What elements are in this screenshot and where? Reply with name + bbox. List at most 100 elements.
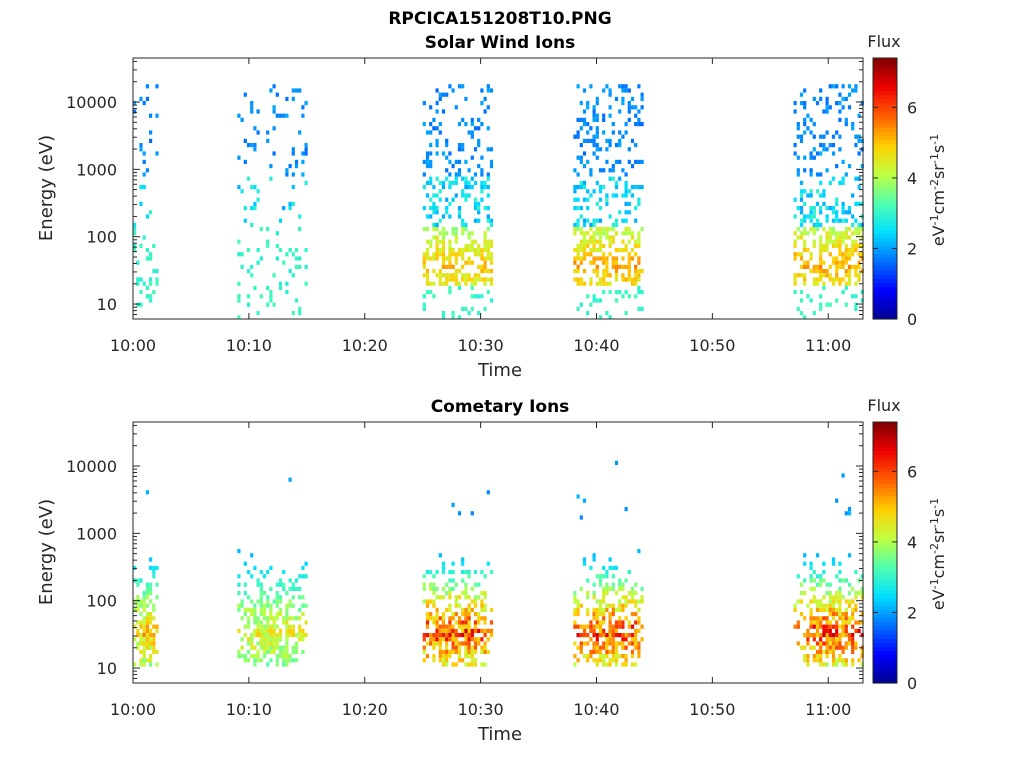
heatmap-cell [844, 641, 848, 646]
x-tick-label: 10:50 [689, 700, 735, 719]
heatmap-cell [608, 633, 612, 638]
heatmap-cell [422, 649, 426, 654]
heatmap-cell [614, 662, 619, 667]
heatmap-cell [142, 235, 146, 240]
heatmap-cell [838, 252, 842, 257]
heatmap-cell [803, 553, 807, 558]
heatmap-cell [819, 260, 823, 265]
heatmap-cell [269, 649, 273, 654]
heatmap-cell [841, 628, 845, 633]
heatmap-cell [461, 264, 465, 269]
heatmap-cell [461, 193, 465, 198]
heatmap-cell [422, 172, 426, 177]
heatmap-cell [145, 285, 149, 290]
heatmap-cell [828, 235, 832, 240]
heatmap-cell [851, 662, 855, 667]
heatmap-cell [441, 595, 446, 600]
heatmap-cell [844, 256, 848, 261]
heatmap-cell [803, 218, 807, 223]
heatmap-cell [637, 277, 641, 282]
heatmap-cell [605, 159, 609, 164]
heatmap-cell [822, 616, 826, 621]
heatmap-cell [618, 620, 622, 625]
heatmap-cell [425, 164, 430, 169]
heatmap-cell [237, 591, 241, 596]
heatmap-cell [457, 658, 462, 663]
heatmap-cell [483, 248, 487, 253]
heatmap-cell [272, 273, 276, 278]
heatmap-cell [851, 126, 855, 131]
heatmap-cell [240, 117, 244, 122]
heatmap-cell [809, 620, 813, 625]
heatmap-cell [605, 591, 609, 596]
colorbar-segment [873, 638, 897, 643]
heatmap-cell [630, 248, 635, 253]
heatmap-cell [291, 88, 295, 93]
heatmap-cell [803, 277, 807, 282]
heatmap-cell [803, 105, 807, 110]
heatmap-cell [605, 607, 609, 612]
heatmap-cell [803, 117, 807, 122]
heatmap-cell [425, 214, 430, 219]
heatmap-cell [467, 260, 471, 265]
heatmap-cell [854, 641, 858, 646]
heatmap-cell [825, 239, 829, 244]
heatmap-cell [592, 553, 596, 558]
heatmap-cell [429, 582, 433, 587]
heatmap-cell [605, 574, 609, 579]
heatmap-cell [253, 126, 257, 131]
heatmap-cell [473, 197, 478, 202]
heatmap-cell [483, 603, 487, 608]
colorbar-segment [873, 78, 897, 84]
heatmap-cell [464, 582, 468, 587]
heatmap-cell [627, 105, 631, 110]
heatmap-cell [835, 620, 839, 625]
heatmap-cell [828, 633, 832, 638]
heatmap-cell [815, 616, 820, 621]
heatmap-cell [815, 599, 820, 604]
heatmap-cell [579, 281, 583, 286]
heatmap-cell [237, 582, 241, 587]
heatmap-cell [595, 607, 599, 612]
heatmap-cell [634, 620, 638, 625]
heatmap-cell [579, 227, 583, 232]
heatmap-cell [608, 235, 612, 240]
heatmap-cell [812, 147, 816, 152]
heatmap-cell [624, 185, 628, 190]
heatmap-cell [477, 218, 481, 223]
heatmap-cell [256, 624, 260, 629]
heatmap-cell [301, 637, 305, 642]
heatmap-cell [627, 641, 631, 646]
heatmap-cell [822, 248, 826, 253]
heatmap-cell [851, 616, 855, 621]
heatmap-cell [139, 662, 143, 667]
colorbar-segment [873, 302, 897, 308]
heatmap-cell [441, 624, 446, 629]
heatmap-cell [627, 252, 631, 257]
colorbar-segment [873, 286, 897, 292]
heatmap-cell [489, 633, 494, 638]
colorbar-segment [873, 217, 897, 222]
heatmap-cell [445, 628, 449, 633]
heatmap-cell [598, 197, 603, 202]
heatmap-cell [435, 151, 439, 156]
heatmap-cell [592, 143, 596, 148]
heatmap-cell [806, 633, 810, 638]
heatmap-cell [608, 227, 612, 232]
heatmap-cell [470, 294, 474, 299]
heatmap-cell [822, 109, 826, 114]
heatmap-cell [589, 84, 593, 89]
heatmap-cell [799, 193, 804, 198]
heatmap-cell [448, 586, 452, 591]
heatmap-cell [618, 616, 622, 621]
heatmap-cell [589, 637, 593, 642]
heatmap-cell [435, 176, 439, 181]
heatmap-cell [621, 231, 625, 236]
heatmap-cell [822, 143, 826, 148]
heatmap-cell [470, 637, 474, 642]
heatmap-cell [602, 616, 606, 621]
heatmap-cell [844, 117, 848, 122]
heatmap-cell [608, 616, 612, 621]
heatmap-cell [595, 155, 599, 160]
colorbar-segment [873, 470, 897, 476]
